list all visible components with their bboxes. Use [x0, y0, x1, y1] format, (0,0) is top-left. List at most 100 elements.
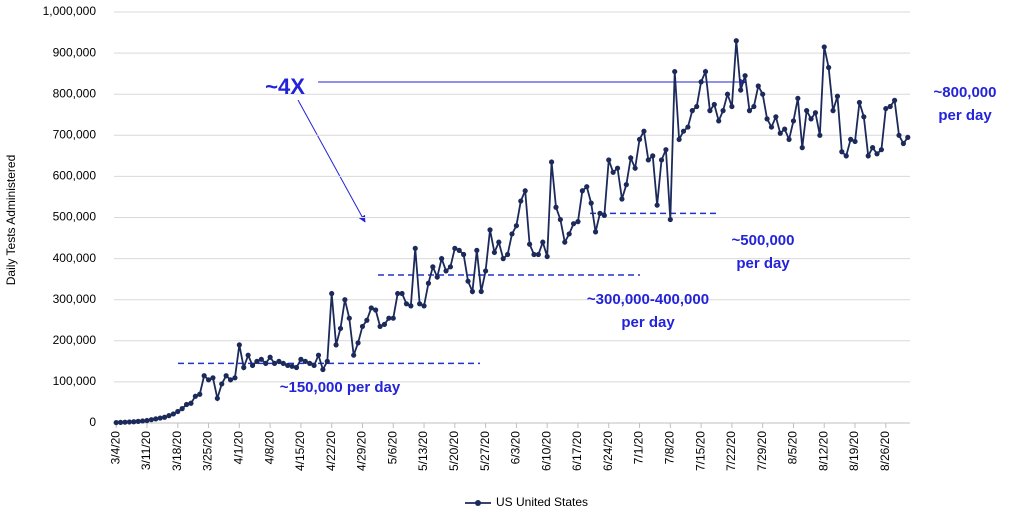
- y-tick-label: 400,000: [53, 251, 97, 265]
- data-point: [839, 149, 845, 155]
- data-point: [786, 136, 792, 143]
- y-tick-label: 600,000: [53, 169, 97, 183]
- data-point: [117, 419, 124, 425]
- data-point: [905, 134, 911, 140]
- data-point: [236, 342, 242, 348]
- x-tick-label: 3/25/20: [201, 431, 215, 471]
- data-point: [645, 157, 651, 163]
- data-point: [179, 406, 185, 412]
- annotation: ~800,000: [934, 84, 997, 101]
- data-point: [227, 377, 234, 383]
- data-point: [575, 219, 581, 225]
- data-point: [166, 413, 172, 419]
- data-point: [403, 301, 410, 307]
- data-point: [412, 245, 418, 251]
- x-tick-label: 8/26/20: [878, 431, 892, 471]
- data-point: [302, 358, 308, 364]
- data-point: [157, 415, 163, 421]
- data-point: [588, 200, 594, 206]
- data-point: [755, 83, 761, 89]
- x-tick-label: 7/15/20: [693, 431, 707, 471]
- data-point: [346, 315, 352, 321]
- data-point: [746, 108, 753, 114]
- x-tick-label: 6/17/20: [570, 431, 584, 471]
- x-tick-label: 4/8/20: [262, 431, 276, 465]
- y-tick-label: 300,000: [53, 292, 97, 306]
- data-point: [663, 147, 669, 153]
- data-point: [469, 288, 476, 295]
- data-point: [702, 68, 709, 75]
- y-tick-label: 100,000: [53, 374, 97, 388]
- data-point: [843, 153, 849, 159]
- data-point: [201, 373, 207, 379]
- data-point: [729, 103, 735, 110]
- data-point: [197, 391, 203, 397]
- data-point: [848, 136, 854, 143]
- data-point: [465, 278, 471, 284]
- annotation: per day: [736, 255, 790, 272]
- data-point: [364, 317, 370, 323]
- data-point: [676, 136, 682, 143]
- x-tick-label: 6/24/20: [601, 431, 615, 471]
- annotation: per day: [621, 314, 675, 331]
- y-tick-label: 700,000: [53, 127, 97, 141]
- data-point: [161, 414, 168, 420]
- x-tick-label: 5/20/20: [447, 431, 461, 471]
- data-point: [434, 274, 440, 280]
- data-point: [452, 245, 458, 251]
- data-point: [430, 264, 436, 270]
- data-point: [720, 108, 726, 114]
- data-point: [641, 128, 647, 134]
- data-point: [214, 395, 220, 401]
- data-point: [139, 418, 146, 424]
- data-point: [716, 118, 722, 124]
- data-point: [183, 401, 190, 408]
- data-point: [258, 356, 264, 362]
- data-point: [210, 375, 216, 381]
- data-point: [597, 210, 603, 216]
- data-point: [267, 354, 273, 360]
- data-point: [425, 280, 432, 286]
- x-tick-label: 3/18/20: [170, 431, 184, 471]
- data-point: [513, 223, 519, 229]
- legend-marker: [475, 500, 481, 506]
- data-point: [522, 188, 528, 194]
- data-point: [804, 108, 810, 114]
- data-point: [395, 290, 401, 297]
- data-point: [461, 251, 467, 258]
- data-point: [505, 251, 511, 258]
- data-point: [285, 362, 291, 369]
- data-point: [614, 165, 621, 171]
- data-point: [738, 87, 744, 93]
- data-point: [711, 101, 717, 108]
- data-point: [852, 138, 858, 145]
- data-point: [280, 360, 286, 367]
- x-tick-label: 5/13/20: [416, 431, 430, 471]
- data-point: [628, 155, 634, 161]
- data-point: [245, 352, 251, 358]
- y-tick-label: 200,000: [53, 333, 97, 347]
- data-point: [650, 153, 656, 159]
- data-point: [131, 419, 137, 425]
- data-point: [795, 95, 801, 101]
- annotation: ~300,000-400,000: [587, 291, 709, 308]
- data-point: [548, 159, 555, 165]
- x-tick-label: 5/6/20: [385, 431, 399, 465]
- data-point: [733, 38, 739, 44]
- data-point: [874, 151, 880, 157]
- data-point: [584, 184, 590, 190]
- data-point: [557, 216, 563, 223]
- data-point: [834, 93, 841, 99]
- data-point: [386, 315, 392, 321]
- y-tick-label: 500,000: [53, 210, 97, 224]
- annotation: ~150,000 per day: [280, 379, 401, 396]
- annotation: ~500,000: [732, 232, 795, 249]
- data-point: [540, 239, 546, 245]
- data-point: [249, 362, 256, 369]
- data-point: [315, 352, 322, 358]
- data-point: [254, 358, 260, 364]
- data-point: [526, 241, 533, 247]
- data-point: [324, 358, 330, 364]
- data-point: [359, 323, 366, 330]
